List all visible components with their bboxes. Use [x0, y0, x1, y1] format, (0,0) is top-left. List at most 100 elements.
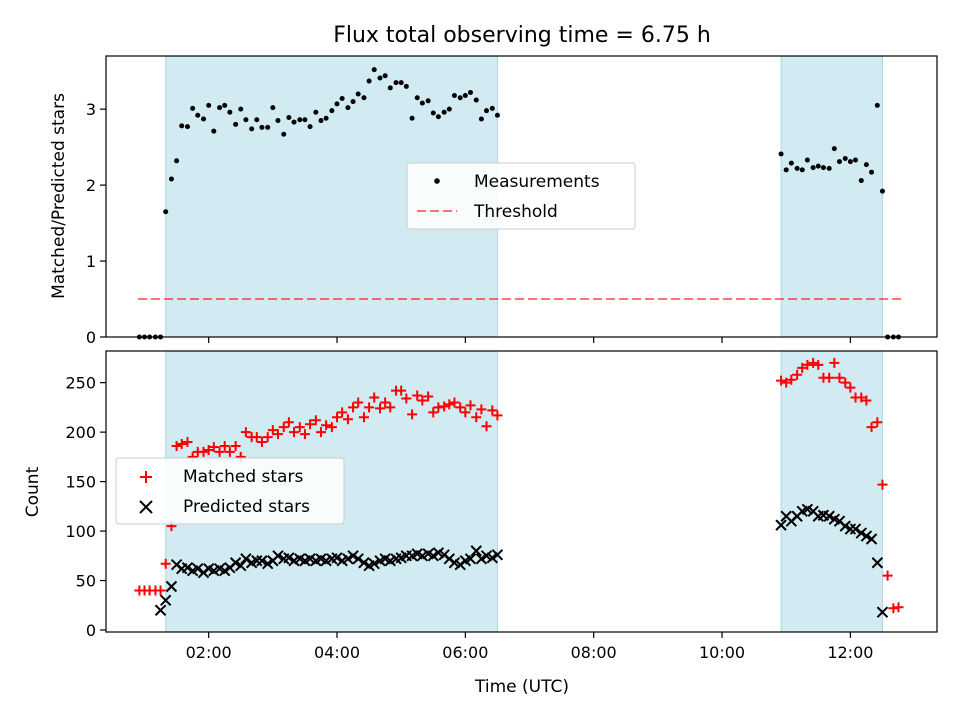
measurement-point: [286, 115, 292, 121]
matched-star-point: [407, 409, 418, 420]
matched-stars-legend-marker: [140, 471, 152, 483]
matched-star-point: [321, 420, 332, 431]
top-legend-box: [406, 162, 636, 230]
measurement-point: [398, 80, 404, 86]
matched-star-point: [487, 405, 498, 416]
x-tick-label: 04:00: [314, 643, 360, 662]
bottom-y-axis-label: Count: [23, 466, 43, 517]
measurement-point: [810, 165, 816, 171]
measurement-point: [233, 121, 239, 127]
measurement-point: [366, 78, 372, 84]
measurement-point: [382, 73, 388, 79]
matched-star-point: [208, 441, 219, 452]
top-plot-frame: [105, 55, 938, 338]
matched-star-point: [866, 422, 877, 433]
measurement-point: [254, 117, 260, 123]
measurement-point: [425, 98, 431, 104]
matched-star-point: [315, 427, 326, 438]
measurement-point: [826, 165, 832, 171]
measurement-point: [275, 118, 281, 124]
matched-star-point: [256, 437, 267, 448]
measurement-point: [879, 188, 885, 194]
measurement-point: [874, 102, 880, 108]
measurement-point: [377, 75, 383, 81]
y-tick-label: 100: [65, 522, 96, 541]
matched-star-point: [797, 362, 808, 373]
y-tick-label: 150: [65, 473, 96, 492]
bottom-x-ticks: 02:00 04:00 06:00 08:00 10:00 12:00: [186, 632, 873, 662]
predicted-star-point: [844, 523, 857, 535]
bottom-panel: 0 50 100 150 200 250 02:00 04:00 06:00 08:00 10:0…: [23, 350, 938, 697]
matched-star-point: [348, 402, 359, 413]
predicted-star-point: [256, 555, 268, 567]
predicted-stars-legend-label: Predicted stars: [183, 497, 310, 517]
matched-stars-legend-label: Matched stars: [183, 467, 303, 487]
measurement-point: [249, 126, 255, 132]
matched-star-point: [417, 395, 428, 406]
predicted-star-point: [192, 562, 204, 575]
measurement-point: [804, 157, 810, 163]
matched-star-point: [385, 402, 396, 413]
measurement-point: [179, 123, 185, 129]
matched-star-point: [439, 401, 450, 412]
predicted-star-point: [251, 555, 263, 567]
measurement-point: [371, 67, 377, 73]
measurement-point: [863, 162, 869, 168]
matched-star-point: [877, 479, 888, 490]
predicted-star-point: [368, 558, 380, 570]
bottom-y-ticks: 0 50 100 150 200 250: [65, 374, 106, 640]
measurement-point: [419, 100, 425, 106]
predicted-star-point: [235, 560, 247, 572]
measurement-point: [361, 95, 367, 101]
measurement-point: [184, 124, 190, 130]
matched-star-point: [219, 440, 230, 451]
predicted-star-point: [491, 549, 504, 561]
matched-star-point: [861, 395, 872, 406]
bottom-legend-box: [115, 457, 345, 525]
predicted-star-point: [229, 557, 242, 569]
predicted-stars-legend-marker: [139, 500, 153, 514]
x-tick-label: 12:00: [827, 643, 873, 662]
predicted-star-point: [240, 553, 252, 565]
predicted-star-point: [427, 550, 439, 562]
measurement-point: [815, 163, 821, 169]
matched-star-point: [476, 404, 487, 415]
measurement-point: [302, 117, 308, 123]
measurement-point: [243, 117, 249, 123]
x-tick-label: 10:00: [699, 643, 745, 662]
matched-star-point: [289, 427, 300, 438]
predicted-star-point: [855, 527, 867, 539]
matched-star-point: [182, 437, 193, 448]
measurement-point: [281, 131, 287, 137]
predicted-star-point: [865, 533, 878, 545]
measurement-point: [259, 124, 265, 130]
matched-star-point: [332, 412, 343, 423]
measurement-point: [195, 112, 201, 118]
predicted-star-point: [331, 552, 343, 564]
predicted-star-point: [347, 550, 359, 562]
measurement-point: [190, 105, 196, 111]
predicted-star-point: [262, 558, 274, 570]
matched-star-point: [155, 585, 166, 596]
measurement-point: [820, 165, 826, 171]
predicted-star-point: [470, 545, 482, 557]
measurement-point: [163, 209, 169, 215]
chart-title: Flux total observing time = 6.75 h: [333, 23, 711, 48]
predicted-star-point: [219, 564, 231, 577]
matched-star-point: [893, 602, 904, 613]
predicted-star-point: [283, 552, 295, 564]
predicted-star-point: [876, 606, 889, 618]
matched-star-point: [364, 402, 375, 413]
matched-star-point: [171, 440, 182, 451]
matched-star-point: [353, 397, 364, 408]
measurement-point: [788, 160, 794, 166]
predicted-star-point: [839, 520, 851, 532]
measurement-point: [853, 157, 859, 163]
predicted-star-point: [775, 519, 787, 531]
matched-star-point: [299, 429, 310, 440]
measurement-point: [409, 115, 415, 121]
measurement-point: [174, 158, 180, 164]
matched-star-point: [198, 446, 209, 457]
matched-star-point: [824, 372, 835, 383]
